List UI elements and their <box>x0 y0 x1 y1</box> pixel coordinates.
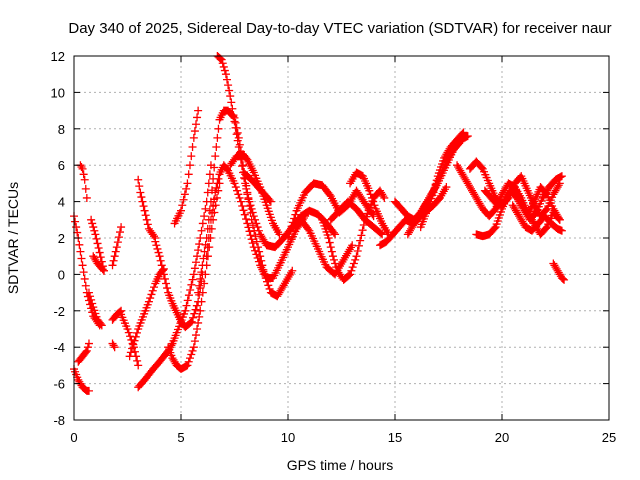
y-tick-label: -6 <box>53 377 65 392</box>
y-tick-label: -4 <box>53 340 65 355</box>
series-track-24 <box>296 215 357 279</box>
series-track-27 <box>346 168 393 239</box>
series-track-4 <box>74 339 93 366</box>
point-markers <box>84 288 106 330</box>
x-tick-label: 25 <box>602 430 616 445</box>
point-markers <box>134 161 215 392</box>
point-markers <box>318 186 389 284</box>
series-track-31 <box>416 128 468 232</box>
y-tick-label: -2 <box>53 304 65 319</box>
series-track-3 <box>76 161 91 202</box>
y-tick-label: 6 <box>58 158 65 173</box>
point-markers <box>108 223 126 270</box>
series-track-19 <box>202 161 310 283</box>
point-markers <box>134 175 160 242</box>
point-markers <box>241 170 275 206</box>
point-markers <box>76 161 91 202</box>
point-markers <box>202 161 310 283</box>
point-markers <box>549 259 569 284</box>
series-track-37 <box>480 172 566 224</box>
y-tick-label: 8 <box>58 122 65 137</box>
axis-ticks: 0 5 10 15 20 25 -8 -6 -4 -2 0 2 4 6 8 10 12 <box>51 49 617 445</box>
y-tick-label: 2 <box>58 231 65 246</box>
x-tick-label: 20 <box>495 430 509 445</box>
series-track-17 <box>170 106 203 228</box>
data-points <box>70 52 569 395</box>
y-axis-label: SDTVAR / TECUs <box>5 182 21 294</box>
series-track-12 <box>134 175 160 242</box>
series-track-15 <box>125 264 168 361</box>
point-markers <box>89 252 108 275</box>
series-track-35 <box>508 201 566 235</box>
chart-title: Day 340 of 2025, Sidereal Day-to-day VTE… <box>68 20 611 37</box>
x-tick-label: 15 <box>388 430 402 445</box>
grid-lines <box>74 56 609 420</box>
point-markers <box>296 215 357 279</box>
y-tick-label: 4 <box>58 195 65 210</box>
point-markers <box>108 339 119 352</box>
series-track-6 <box>84 288 106 330</box>
x-tick-label: 10 <box>281 430 295 445</box>
series-track-13 <box>134 161 215 392</box>
series-track-10 <box>108 339 119 352</box>
series-track-7 <box>89 252 108 275</box>
x-axis-label: GPS time / hours <box>287 457 394 473</box>
point-markers <box>508 201 566 235</box>
series-track-36 <box>549 259 569 284</box>
x-tick-label: 0 <box>70 430 77 445</box>
series-track-26 <box>318 186 389 284</box>
point-markers <box>416 128 468 232</box>
point-markers <box>74 339 93 366</box>
point-markers <box>480 172 566 224</box>
y-tick-label: 12 <box>51 49 65 64</box>
point-markers <box>346 168 393 239</box>
point-markers <box>170 106 203 228</box>
y-tick-label: 10 <box>51 85 65 100</box>
point-markers <box>125 264 168 361</box>
series-track-22 <box>241 170 275 206</box>
y-tick-label: -8 <box>53 413 65 428</box>
y-tick-label: 0 <box>58 267 65 282</box>
x-tick-label: 5 <box>177 430 184 445</box>
series-track-8 <box>108 223 126 270</box>
